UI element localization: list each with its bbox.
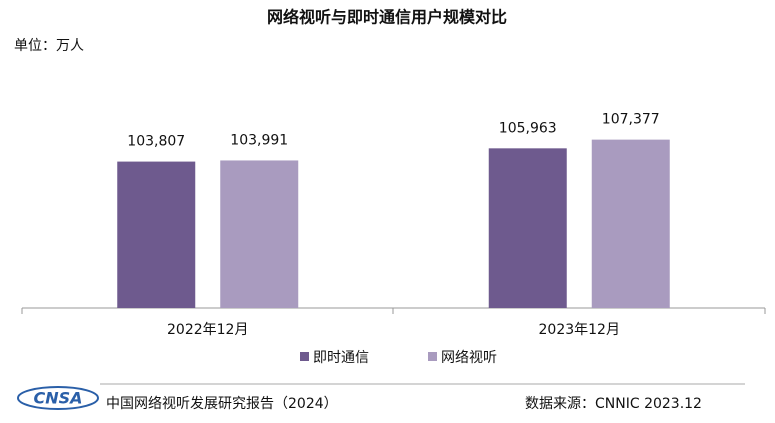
logo: CNSA (33, 389, 82, 408)
legend-swatch (300, 352, 309, 361)
legend-label: 网络视听 (441, 350, 497, 366)
footer-report: 中国网络视听发展研究报告（2024） (106, 396, 338, 412)
value-label: 103,991 (230, 132, 288, 148)
value-label: 103,807 (127, 134, 185, 150)
value-label: 107,377 (602, 112, 660, 128)
unit-label: 单位：万人 (14, 38, 84, 54)
x-tick-label: 2023年12月 (539, 322, 620, 338)
bar (591, 139, 670, 308)
x-tick-label: 2022年12月 (167, 322, 248, 338)
bar (117, 161, 196, 308)
value-label: 105,963 (499, 120, 557, 136)
legend-label: 即时通信 (313, 350, 369, 366)
bar (220, 160, 299, 308)
bar (488, 148, 567, 308)
footer-source: 数据来源：CNNIC 2023.12 (525, 396, 702, 412)
legend-swatch (428, 352, 437, 361)
chart-title: 网络视听与即时通信用户规模对比 (267, 8, 507, 27)
logo-ring (17, 386, 99, 410)
